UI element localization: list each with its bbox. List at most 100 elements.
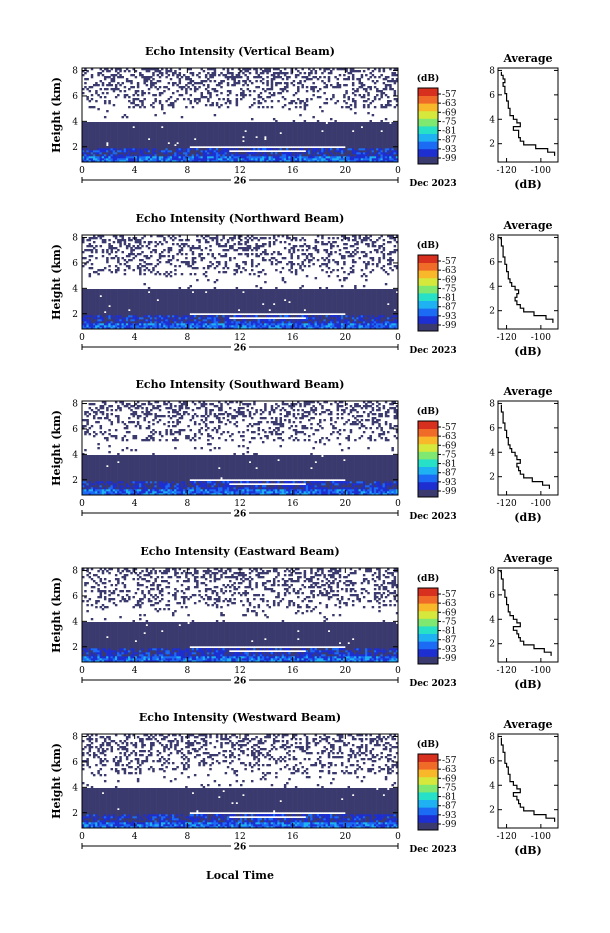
heatmap-cell [196, 311, 198, 313]
heatmap-cell [218, 136, 220, 138]
heatmap-cell [306, 90, 308, 92]
heatmap-cell [163, 158, 165, 160]
heatmap-cell [321, 128, 323, 130]
heatmap-cell [150, 319, 152, 321]
heatmap-cell [260, 154, 262, 156]
heatmap-cell [130, 128, 132, 130]
heatmap-cell [163, 146, 165, 148]
heatmap-cell [339, 158, 341, 160]
heatmap-cell [271, 86, 273, 88]
heatmap-cell [301, 126, 303, 128]
heatmap-cell [363, 70, 365, 72]
heatmap-cell [95, 309, 97, 311]
heatmap-cell [323, 317, 325, 319]
heatmap-cell [104, 132, 106, 134]
heatmap-cell [100, 128, 102, 130]
heatmap-cell [161, 158, 163, 160]
heatmap-cell [165, 132, 167, 134]
heatmap-cell [282, 130, 284, 132]
heatmap-cell [348, 124, 350, 126]
heatmap-cell [255, 154, 257, 156]
heatmap-cell [172, 315, 174, 317]
heatmap-cell [345, 106, 347, 108]
heatmap-cell [91, 134, 93, 136]
heatmap-cell [137, 86, 139, 88]
heatmap-cell [93, 138, 95, 140]
heatmap-cell [124, 144, 126, 146]
heatmap-cell [308, 130, 310, 132]
heatmap-cell [253, 122, 255, 124]
heatmap-cell [385, 311, 387, 313]
heatmap-cell [321, 136, 323, 138]
heatmap-cell [168, 74, 170, 76]
heatmap-cell [137, 325, 139, 327]
heatmap-cell [181, 126, 183, 128]
heatmap-cell [273, 78, 275, 80]
heatmap-cell [391, 142, 393, 144]
heatmap-cell [326, 124, 328, 126]
heatmap-cell [356, 128, 358, 130]
heatmap-cell [135, 144, 137, 146]
heatmap-cell [317, 90, 319, 92]
heatmap-cell [108, 126, 110, 128]
heatmap-cell [117, 148, 119, 150]
heatmap-cell [242, 142, 244, 144]
heatmap-cell [306, 315, 308, 317]
heatmap-cell [255, 122, 257, 124]
heatmap-cell [389, 86, 391, 88]
heatmap-cell [231, 142, 233, 144]
heatmap-cell [367, 94, 369, 96]
heatmap-cell [229, 152, 231, 154]
heatmap-cell [247, 158, 249, 160]
heatmap-cell [117, 124, 119, 126]
heatmap-cell [108, 323, 110, 325]
heatmap-cell [345, 92, 347, 94]
heatmap-cell [310, 132, 312, 134]
heatmap-cell [315, 154, 317, 156]
heatmap-cell [387, 96, 389, 98]
heatmap-cell [306, 154, 308, 156]
heatmap-cell [277, 140, 279, 142]
heatmap-cell [122, 152, 124, 154]
heatmap-cell [205, 156, 207, 158]
heatmap-cell [249, 138, 251, 140]
heatmap-cell [207, 150, 209, 152]
heatmap-cell [159, 315, 161, 317]
heatmap-cell [205, 122, 207, 124]
heatmap-cell [319, 140, 321, 142]
heatmap-cell [122, 124, 124, 126]
heatmap-cell [269, 138, 271, 140]
heatmap-cell [161, 313, 163, 315]
heatmap-cell [297, 70, 299, 72]
heatmap-cell [227, 150, 229, 152]
heatmap-cell [187, 130, 189, 132]
heatmap-cell [339, 311, 341, 313]
heatmap-cell [89, 90, 91, 92]
heatmap-cell [150, 317, 152, 319]
heatmap-cell [247, 323, 249, 325]
heatmap-cell [236, 144, 238, 146]
heatmap-cell [380, 94, 382, 96]
heatmap-cell [132, 311, 134, 313]
heatmap-cell [174, 319, 176, 321]
heatmap-cell [361, 122, 363, 124]
heatmap-cell [321, 72, 323, 74]
heatmap-cell [196, 134, 198, 136]
heatmap-cell [187, 140, 189, 142]
heatmap-cell [91, 150, 93, 152]
heatmap-cell [310, 319, 312, 321]
heatmap-cell [181, 122, 183, 124]
heatmap-cell [367, 311, 369, 313]
heatmap-cell [319, 154, 321, 156]
heatmap-cell [141, 315, 143, 317]
heatmap-cell [229, 90, 231, 92]
heatmap-cell [154, 319, 156, 321]
heatmap-cell [176, 144, 178, 146]
heatmap-cell [286, 90, 288, 92]
heatmap-cell [352, 152, 354, 154]
heatmap-cell [315, 323, 317, 325]
heatmap-cell [126, 156, 128, 158]
heatmap-cell [319, 156, 321, 158]
heatmap-cell [128, 128, 130, 130]
heatmap-cell [383, 78, 385, 80]
